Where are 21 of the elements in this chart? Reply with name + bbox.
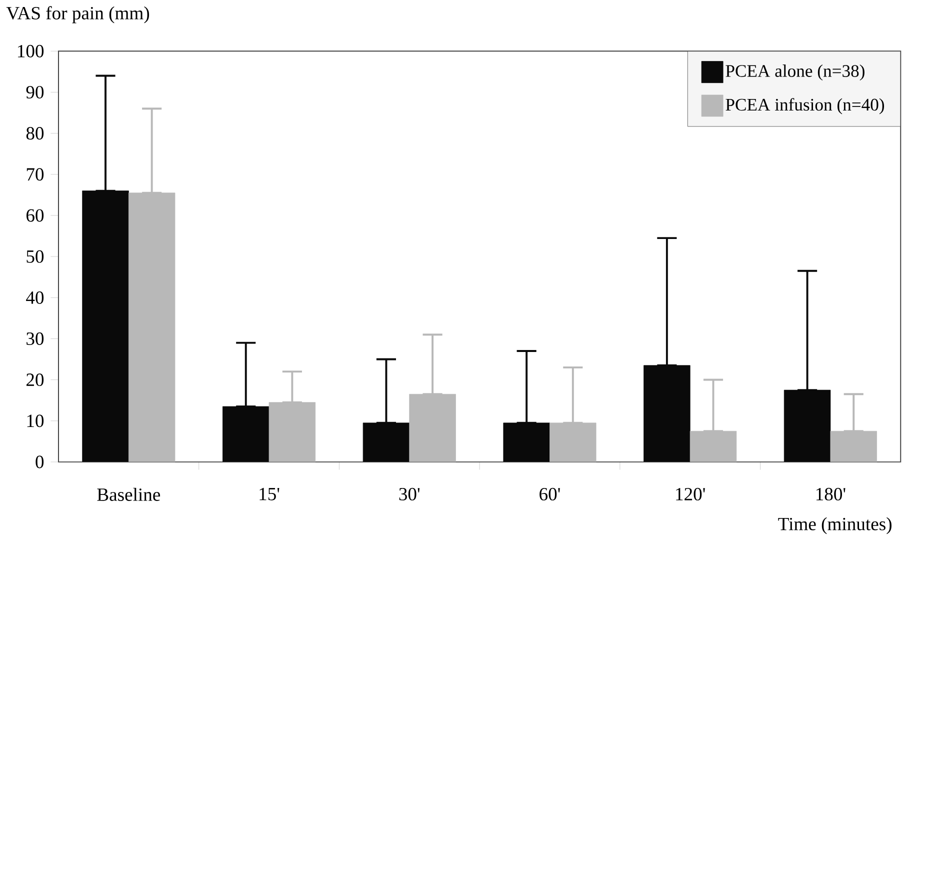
y-tick-label: 30: [26, 332, 44, 345]
y-tick-label: 10: [27, 414, 44, 428]
y-tick-label: 60: [26, 209, 44, 222]
y-tick-label: 50: [26, 250, 44, 263]
y-tick-label: 40: [26, 291, 44, 304]
x-tick-label: 30': [399, 488, 420, 500]
y-tick-label: 80: [26, 127, 44, 140]
x-axis-title: Time (minutes): [778, 517, 892, 534]
x-tick-label: 180': [816, 488, 846, 500]
y-axis-title: VAS for pain (mm): [6, 6, 150, 24]
y-tick-label: 70: [26, 168, 44, 181]
x-tick-label: 15': [260, 488, 280, 500]
x-tick-label: 60': [540, 488, 560, 500]
y-tick-label: 0: [36, 456, 44, 468]
y-tick-label: 90: [26, 86, 44, 98]
x-tick-label: 120': [676, 488, 705, 500]
legend-label: PCEA alone (n=38): [726, 64, 864, 81]
y-tick-label: 20: [26, 374, 44, 386]
y-tick-label: 100: [18, 44, 44, 58]
x-tick-label: Baseline: [97, 488, 160, 501]
legend-label: PCEA infusion (n=40): [726, 98, 884, 114]
